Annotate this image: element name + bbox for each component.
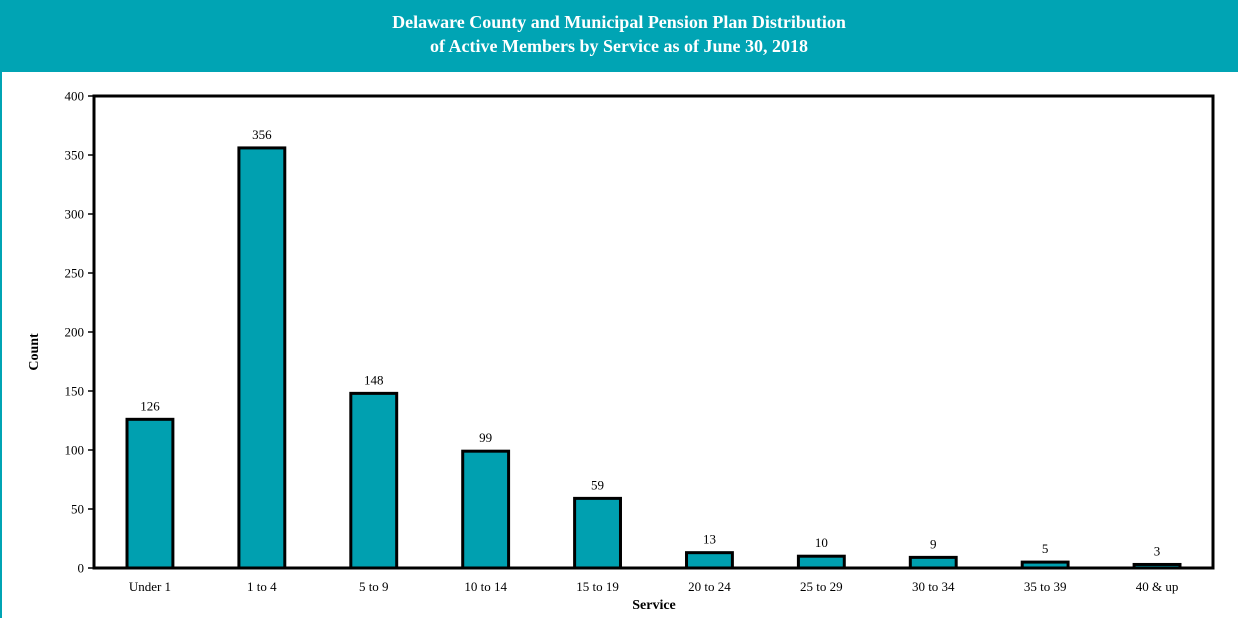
y-axis-ticks: 0 50 100 150 200 250 300 350 400 [65, 89, 94, 576]
bar [796, 554, 846, 570]
y-tick-label: 200 [65, 325, 85, 340]
bar [237, 146, 287, 570]
x-axis-title: Service [632, 598, 676, 613]
bar [573, 496, 622, 570]
y-tick-label: 350 [65, 148, 85, 163]
y-tick-label: 400 [65, 89, 85, 104]
y-tick-label: 100 [65, 443, 85, 458]
x-category-label: 20 to 24 [688, 579, 731, 594]
data-label: 5 [1042, 541, 1049, 556]
y-tick-label: 150 [65, 384, 85, 399]
bar [125, 417, 175, 570]
bar [1020, 560, 1070, 570]
x-category-label: 1 to 4 [247, 579, 277, 594]
data-label: 10 [815, 535, 828, 550]
bar [685, 551, 734, 570]
data-label: 126 [140, 398, 160, 413]
data-label: 99 [479, 430, 492, 445]
x-category-label: 30 to 34 [912, 579, 955, 594]
bar [1132, 562, 1182, 570]
x-category-label: 5 to 9 [359, 579, 389, 594]
data-label: 356 [252, 127, 272, 142]
chart-subtitle: of Active Members by Service as of June … [430, 36, 808, 56]
data-label: 3 [1154, 543, 1161, 558]
bar [908, 555, 958, 570]
y-tick-label: 50 [71, 502, 84, 517]
y-tick-label: 300 [65, 207, 85, 222]
chart-header: Delaware County and Municipal Pension Pl… [0, 0, 1238, 72]
data-label: 59 [591, 477, 604, 492]
x-category-label: 15 to 19 [576, 579, 619, 594]
x-category-label: 35 to 39 [1024, 579, 1067, 594]
bar [349, 391, 399, 570]
x-category-label: 25 to 29 [800, 579, 843, 594]
data-label: 148 [364, 372, 384, 387]
y-tick-label: 0 [78, 561, 85, 576]
x-category-label: 10 to 14 [464, 579, 507, 594]
data-label: 9 [930, 536, 937, 551]
x-category-label: 40 & up [1136, 579, 1179, 594]
x-category-label: Under 1 [129, 579, 171, 594]
chart-title: Delaware County and Municipal Pension Pl… [392, 12, 846, 32]
x-axis-categories: Under 1 1 to 4 5 to 9 10 to 14 15 to 19 20 to… [129, 579, 1179, 594]
bar [461, 449, 511, 570]
data-label: 13 [703, 532, 716, 547]
bars: 126 356 148 99 59 13 10 9 5 3 [125, 127, 1182, 570]
y-tick-label: 250 [65, 266, 85, 281]
y-axis-title: Count [27, 333, 42, 371]
